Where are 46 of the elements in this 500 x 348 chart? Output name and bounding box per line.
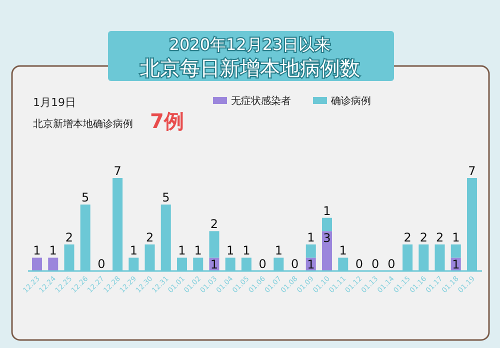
data-label: 0 (388, 257, 396, 271)
data-label: 1 (130, 244, 138, 258)
data-label: 5 (82, 190, 90, 205)
data-label: 3 (323, 231, 331, 246)
data-label: 2 (146, 230, 154, 244)
bar (322, 218, 332, 232)
data-label: 0 (290, 257, 299, 271)
data-label: 5 (162, 190, 170, 205)
text: 北京新增本地确诊病例 (33, 118, 133, 130)
bar (322, 231, 332, 271)
data-label: 1 (339, 244, 347, 258)
data-label: 1 (226, 244, 234, 258)
data-label: 2 (210, 217, 218, 232)
data-label: 2 (436, 230, 444, 244)
bar (306, 244, 316, 258)
text: 1月19日 (33, 96, 76, 109)
legend-label: 确诊病例 (330, 95, 371, 107)
data-label: 1 (210, 258, 218, 272)
data-label: 1 (307, 230, 315, 244)
data-label: 1 (452, 258, 460, 272)
legend-label: 无症状感染者 (231, 95, 291, 107)
data-label: 2 (420, 230, 428, 244)
data-label: 1 (242, 244, 250, 258)
text: 7例 (150, 109, 184, 133)
data-label: 1 (274, 244, 282, 258)
data-label: 2 (65, 230, 74, 244)
data-label: 0 (98, 257, 106, 271)
data-label: 7 (468, 164, 476, 178)
data-label: 1 (194, 244, 202, 258)
data-label: 2 (404, 230, 412, 244)
data-label: 0 (258, 257, 266, 271)
bar (450, 244, 461, 258)
bar (209, 231, 220, 258)
data-label: 1 (178, 244, 186, 258)
data-label: 0 (355, 257, 364, 271)
data-label: 1 (33, 244, 41, 258)
chart-subtitle: 北京每日新增本地病例数 (140, 56, 360, 80)
data-label: 7 (114, 164, 122, 178)
bar (32, 258, 42, 271)
data-label: 1 (49, 244, 57, 258)
data-label: 1 (323, 204, 331, 218)
chart-title: 2020年12月23日以来 (169, 35, 331, 54)
data-label: 0 (372, 257, 380, 271)
bar (48, 258, 58, 271)
data-label: 1 (307, 258, 315, 272)
data-label: 1 (452, 230, 460, 244)
